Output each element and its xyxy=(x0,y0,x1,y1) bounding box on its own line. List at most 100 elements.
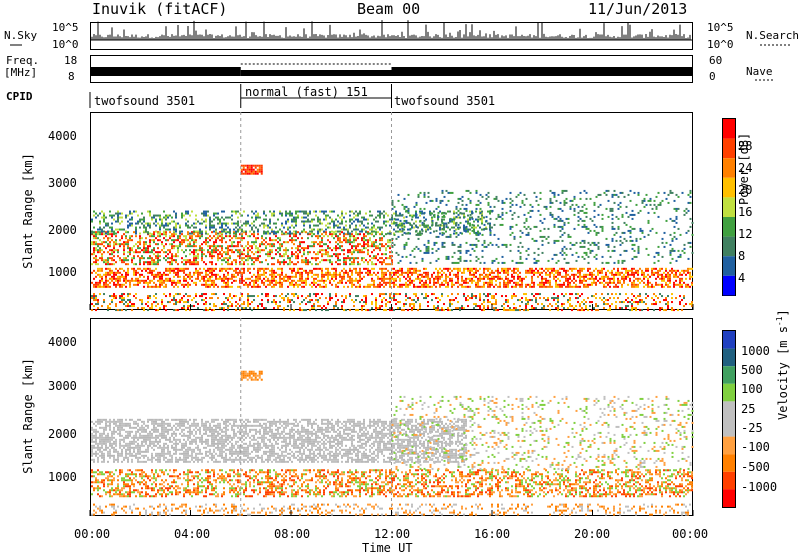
power-mark xyxy=(133,245,135,247)
power-mark xyxy=(255,280,257,282)
power-mark xyxy=(520,206,522,208)
power-mark xyxy=(327,274,329,276)
power-mark xyxy=(303,225,305,227)
power-mark xyxy=(327,245,329,247)
power-mark xyxy=(269,284,271,286)
power-mark xyxy=(159,225,161,227)
power-mark xyxy=(475,268,477,270)
power-mark xyxy=(205,239,207,241)
power-mark xyxy=(401,286,403,288)
power-mark xyxy=(207,270,209,272)
power-mark xyxy=(616,216,618,218)
power-mark xyxy=(311,241,313,243)
power-mark xyxy=(471,270,473,272)
power-mark xyxy=(540,230,542,232)
power-mark xyxy=(443,284,445,286)
power-mark xyxy=(221,223,223,225)
power-mark xyxy=(398,194,400,196)
power-mark xyxy=(462,200,464,202)
power-mark xyxy=(607,278,609,280)
power-mark xyxy=(195,231,197,233)
power-mark xyxy=(119,229,121,231)
power-mark xyxy=(426,246,428,248)
power-mark xyxy=(321,229,323,231)
power-mark xyxy=(149,268,151,270)
power-mark xyxy=(165,217,167,219)
power-mark xyxy=(135,231,137,233)
power-mark xyxy=(197,278,199,280)
power-mark xyxy=(593,274,595,276)
power-mark xyxy=(361,249,363,251)
power-mark xyxy=(271,286,273,288)
power-mark xyxy=(433,280,435,282)
power-mark xyxy=(235,249,237,251)
power-mark xyxy=(263,233,265,235)
power-mark xyxy=(363,257,365,259)
power-mark xyxy=(285,251,287,253)
power-mark xyxy=(417,276,419,278)
power-mark xyxy=(359,284,361,286)
power-mark xyxy=(359,272,361,274)
power-mark xyxy=(221,229,223,231)
power-mark xyxy=(435,276,437,278)
power-mark xyxy=(438,206,440,208)
power-mark xyxy=(255,278,257,280)
power-mark xyxy=(253,225,255,227)
power-mark xyxy=(169,257,171,259)
power-mark xyxy=(255,251,257,253)
power-mark xyxy=(526,228,528,230)
power-mark xyxy=(599,270,601,272)
power-mark xyxy=(277,274,279,276)
power-mark xyxy=(565,276,567,278)
power-mark xyxy=(371,251,373,253)
power-mark xyxy=(407,270,409,272)
power-mark xyxy=(211,280,213,282)
power-mark xyxy=(389,272,391,274)
power-mark xyxy=(269,270,271,272)
power-mark xyxy=(213,282,215,284)
power-mark xyxy=(303,249,305,251)
power-mark xyxy=(133,284,135,286)
power-mark xyxy=(111,259,113,261)
power-mark xyxy=(291,219,293,221)
power-mark xyxy=(181,241,183,243)
power-mark xyxy=(506,198,508,200)
power-mark xyxy=(129,225,131,227)
power-mark xyxy=(584,224,586,226)
power-mark xyxy=(605,286,607,288)
power-mark xyxy=(425,284,427,286)
power-mark xyxy=(205,255,207,257)
power-mark xyxy=(321,276,323,278)
power-mark xyxy=(393,282,395,284)
power-mark xyxy=(591,274,593,276)
power-mark xyxy=(105,225,107,227)
power-mark xyxy=(471,278,473,280)
power-mark xyxy=(311,219,313,221)
power-mark xyxy=(95,299,97,301)
power-mark xyxy=(251,229,253,231)
power-mark xyxy=(447,276,449,278)
power-mark xyxy=(381,213,383,215)
power-mark xyxy=(165,229,167,231)
power-mark xyxy=(217,259,219,261)
power-mark xyxy=(163,280,165,282)
power-mark xyxy=(569,286,571,288)
power-mark xyxy=(117,211,119,213)
power-mark xyxy=(107,274,109,276)
power-mark xyxy=(141,270,143,272)
power-mark xyxy=(303,253,305,255)
power-mark xyxy=(579,270,581,272)
power-mark xyxy=(621,284,623,286)
power-mark xyxy=(363,268,365,270)
power-mark xyxy=(165,255,167,257)
power-mark xyxy=(149,239,151,241)
power-mark xyxy=(117,276,119,278)
power-mark xyxy=(145,251,147,253)
power-mark xyxy=(217,233,219,235)
power-mark xyxy=(458,202,460,204)
power-mark xyxy=(311,233,313,235)
power-mark xyxy=(119,309,121,311)
power-mark xyxy=(227,227,229,229)
power-mark xyxy=(582,206,584,208)
power-mark xyxy=(574,228,576,230)
